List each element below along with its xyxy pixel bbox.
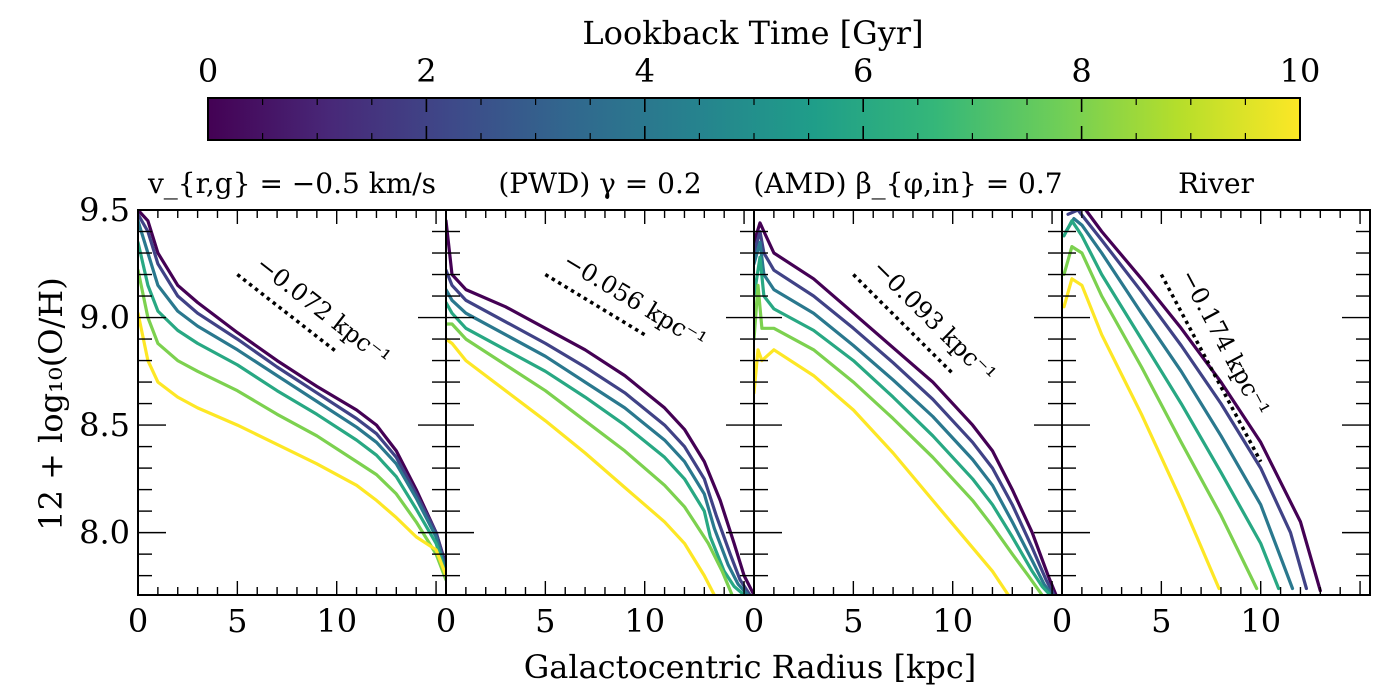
series-line [1083, 210, 1322, 593]
colorbar-tick-label: 10 [1280, 52, 1321, 90]
panel-3: (AMD) β_{φ,in} = 0.7 −0.093 kpc⁻¹ 0 5 10 [744, 167, 1063, 640]
series-line [446, 322, 734, 595]
series-group [1062, 210, 1322, 593]
reference-slope-line [1159, 273, 1263, 463]
series-line [138, 219, 446, 573]
x-tick-label: 10 [932, 602, 973, 640]
series-line [138, 268, 446, 582]
series-line [138, 240, 446, 578]
series-line [446, 300, 746, 595]
series-line [754, 255, 1052, 595]
x-tick-label: 0 [128, 602, 148, 640]
series-group [138, 210, 446, 582]
series-line [1066, 210, 1308, 591]
colorbar-tick-label: 2 [416, 52, 436, 90]
panel-title: (AMD) β_{φ,in} = 0.7 [753, 167, 1062, 200]
x-tick-label: 10 [316, 602, 357, 640]
colorbar-tick-label: 8 [1071, 52, 1091, 90]
ticks [753, 209, 1062, 595]
series-line [1062, 245, 1259, 591]
x-tick-label: 5 [1151, 602, 1171, 640]
x-tick-label: 0 [744, 602, 764, 640]
colorbar-ticks [207, 98, 1301, 140]
x-tick-label: 10 [624, 602, 665, 640]
y-axis-label: 12 + log₁₀(O/H) [32, 277, 70, 530]
series-line [754, 221, 1058, 595]
slope-label: −0.056 kpc⁻¹ [558, 247, 711, 355]
series-line [1062, 277, 1221, 591]
series-line [1062, 219, 1281, 591]
y-tick-label: 8.0 [79, 514, 130, 552]
panel-title: (PWD) γ = 0.2 [498, 167, 701, 200]
panel-frame [1061, 209, 1371, 596]
series-line [754, 229, 1056, 595]
colorbar-tick-label: 6 [853, 52, 873, 90]
colorbar: Lookback Time [Gyr] 0 2 4 6 8 10 [198, 14, 1321, 141]
colorbar-tick-label: 4 [635, 52, 655, 90]
y-tick-label: 8.5 [79, 406, 130, 444]
series-line [446, 268, 752, 595]
colorbar-label: Lookback Time [Gyr] [582, 14, 923, 52]
reference-slope-line [852, 273, 954, 375]
x-tick-label: 5 [535, 602, 555, 640]
ticks [445, 209, 754, 595]
series-line [754, 240, 1054, 595]
panel-4: River−0.174 kpc⁻¹0 5 10 [1052, 167, 1371, 640]
reference-slope-line [236, 273, 338, 354]
x-tick-label: 5 [843, 602, 863, 640]
x-tick-label: 10 [1240, 602, 1281, 640]
colorbar-tick-labels: 0 2 4 6 8 10 [198, 52, 1321, 90]
panel-1: v_{r,g} = −0.5 km/s −0.072 kpc⁻¹ 0 5 10 [128, 167, 447, 640]
panels: v_{r,g} = −0.5 km/s−0.072 kpc⁻¹0 5 10(PWD)… [79, 167, 1371, 640]
x-axis-label: Galactocentric Radius [kpc] [524, 648, 977, 686]
series-line [138, 311, 446, 578]
panel-title: v_{r,g} = −0.5 km/s [147, 167, 436, 200]
x-tick-label: 0 [1052, 602, 1072, 640]
series-group [446, 219, 754, 595]
panel-title: River [1178, 167, 1254, 200]
y-tick-label: 9.5 [79, 191, 130, 229]
series-line [754, 283, 1044, 595]
series-line [446, 288, 750, 595]
y-tick-label: 9.0 [79, 299, 130, 337]
series-line [446, 337, 716, 595]
x-tick-label: 5 [227, 602, 247, 640]
colorbar-tick-label: 0 [198, 52, 218, 90]
panel-2: (PWD) γ = 0.2 −0.056 kpc⁻¹ 0 5 10 [436, 167, 755, 640]
series-group [754, 221, 1058, 595]
series-line [138, 210, 446, 567]
panel-frame [753, 209, 1063, 596]
series-line [138, 212, 446, 569]
series-line [1064, 217, 1295, 591]
series-line [754, 348, 1010, 595]
slope-label: −0.093 kpc⁻¹ [867, 254, 1002, 388]
series-line [446, 219, 754, 595]
slope-label: −0.072 kpc⁻¹ [251, 250, 396, 372]
x-tick-label: 0 [436, 602, 456, 640]
ticks [1061, 209, 1370, 595]
